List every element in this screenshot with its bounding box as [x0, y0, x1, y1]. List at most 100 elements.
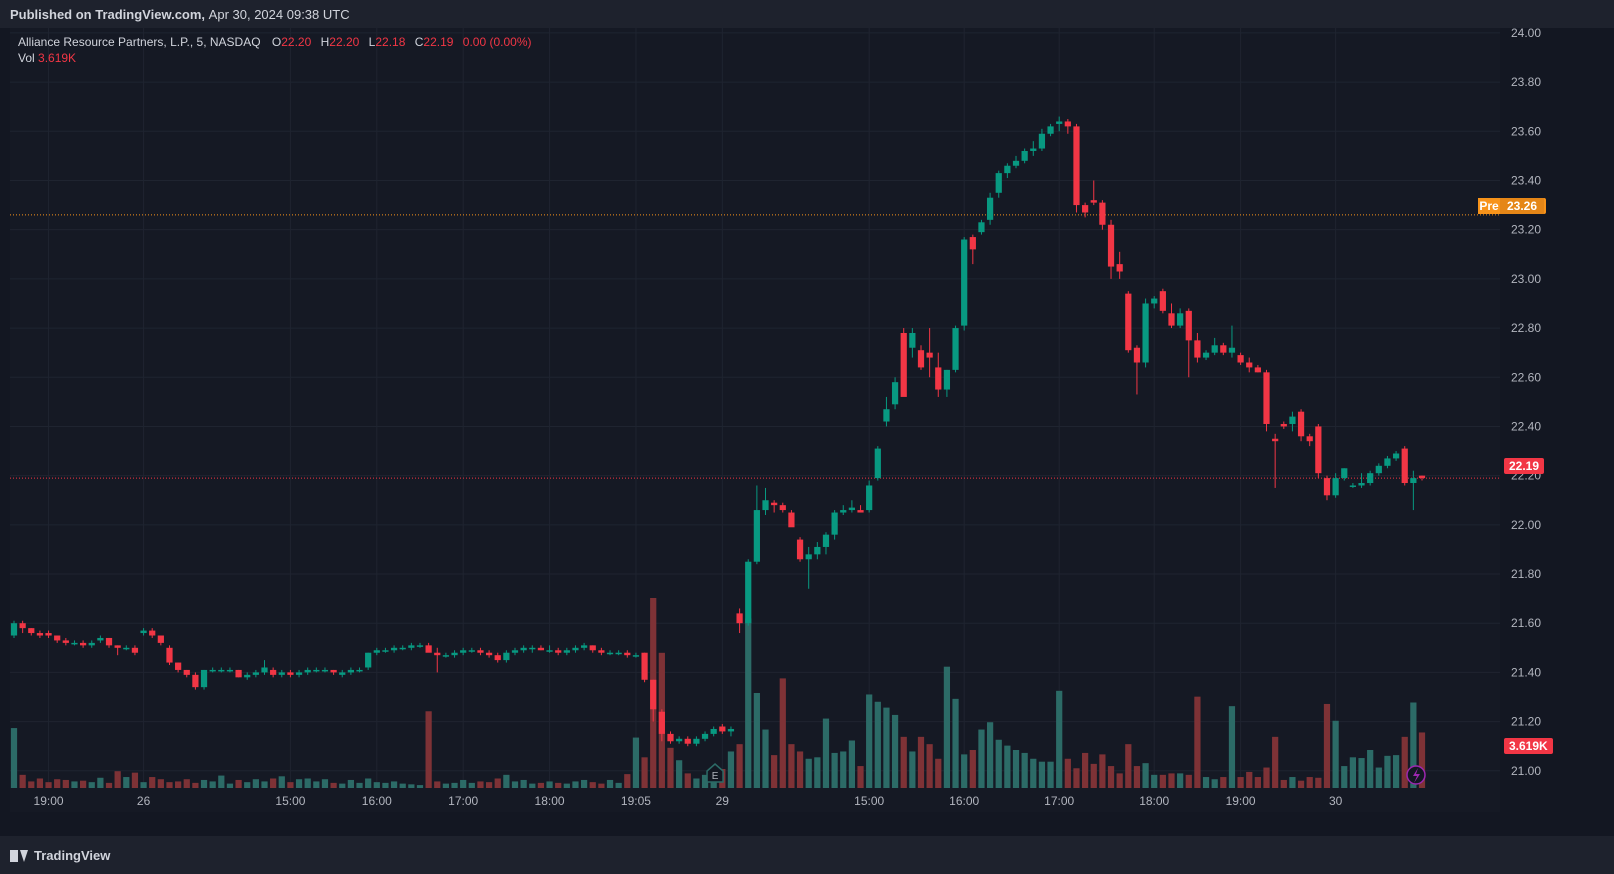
candle [45, 630, 52, 638]
candle [650, 679, 657, 722]
volume-bar [848, 740, 855, 788]
candle-body [520, 647, 527, 651]
legend-vol-label[interactable]: Vol [18, 51, 35, 65]
volume-bar [581, 779, 588, 788]
volume-bar [1194, 696, 1201, 788]
candle-body [1375, 465, 1382, 474]
tradingview-brand[interactable]: TradingView [10, 848, 110, 863]
candle-body [1323, 478, 1331, 496]
volume-bar [235, 779, 242, 788]
candle [468, 647, 475, 653]
volume-bar [28, 781, 35, 788]
legend-symbol[interactable]: Alliance Resource Partners, L.P., 5, NAS… [18, 35, 261, 49]
time-axis-label: 29 [716, 794, 730, 808]
published-date: Apr 30, 2024 09:38 UTC [208, 7, 350, 22]
volume-bar [88, 782, 95, 788]
volume-bar [1107, 766, 1115, 788]
volume-bar [226, 783, 234, 788]
volume-bar [399, 783, 406, 788]
candle-body [45, 633, 52, 636]
candle-body [261, 667, 268, 673]
candle [114, 645, 121, 656]
candle [857, 505, 864, 513]
candle [805, 546, 812, 589]
candle [1133, 345, 1141, 395]
volume-bar [1375, 767, 1382, 788]
time-axis-label: 18:00 [535, 794, 565, 808]
candle-body [425, 645, 432, 653]
volume-bar [1116, 773, 1123, 788]
candle-body [226, 669, 234, 672]
volume-bar [1030, 758, 1037, 788]
chart-pane[interactable] [10, 28, 1500, 812]
volume-bar [468, 782, 475, 788]
candle [1211, 337, 1218, 356]
candle [192, 672, 199, 690]
candle-body [347, 669, 354, 673]
candle-body [866, 485, 873, 511]
candle [382, 647, 389, 653]
candle-body [62, 640, 69, 643]
volume-bar [1384, 755, 1391, 788]
candle-body [339, 672, 346, 675]
candle [1418, 475, 1426, 481]
candle [840, 505, 847, 515]
volume-bar [347, 779, 354, 788]
volume-bar [1289, 777, 1296, 788]
volume-bar [261, 781, 268, 788]
candle [624, 650, 631, 658]
candle [399, 645, 406, 651]
candle [1090, 180, 1097, 206]
candle-body [900, 332, 907, 397]
candle-body [503, 652, 510, 661]
candle-body [1159, 291, 1166, 311]
pre-market-price-tag: Pre 23.26 [1478, 198, 1546, 214]
candle [779, 502, 786, 513]
candle-body [943, 369, 951, 390]
candle [183, 669, 190, 678]
volume-bar [1358, 758, 1365, 788]
candle [442, 652, 450, 658]
lightning-event-icon [1406, 765, 1426, 785]
candle-body [1341, 468, 1348, 479]
time-axis-label: 19:00 [1226, 794, 1256, 808]
candle [736, 608, 743, 634]
price-axis-label: 22.60 [1511, 370, 1541, 384]
top-bar: Published on TradingView.com, Apr 30, 20… [0, 0, 1614, 28]
candle-body [1220, 345, 1227, 353]
volume-bar [1177, 773, 1184, 788]
time-axis-label: 16:00 [949, 794, 979, 808]
candle [390, 645, 398, 653]
candle-body [831, 512, 838, 535]
volume-bar [373, 782, 380, 788]
price-axis-label: 23.00 [1511, 272, 1541, 286]
volume-bar [1168, 773, 1175, 788]
volume-bar [1332, 720, 1339, 788]
time-axis-label: 26 [137, 794, 151, 808]
candle-body [1410, 478, 1417, 484]
candle [676, 736, 683, 744]
candle [969, 234, 976, 265]
candle [1056, 116, 1063, 132]
candle-body [304, 669, 311, 673]
volume-bar [1237, 777, 1244, 788]
legend-change-value: 0.00 (0.00%) [462, 35, 532, 49]
candle [529, 645, 536, 653]
candle-body [771, 502, 778, 506]
candle-body [123, 647, 130, 650]
volume-bar [866, 694, 873, 788]
volume-bar [1056, 690, 1063, 788]
legend-low-label: L [368, 35, 376, 49]
volume-bar [71, 781, 78, 788]
candle-body [805, 554, 812, 560]
volume-bar [19, 774, 26, 788]
candle-body [209, 669, 216, 672]
candle-body [295, 672, 303, 675]
candle-body [822, 534, 830, 547]
volume-bar [62, 779, 69, 788]
candle [874, 446, 881, 481]
candle-body [356, 669, 363, 672]
candle-body [848, 507, 855, 511]
volume-bar [883, 707, 890, 788]
